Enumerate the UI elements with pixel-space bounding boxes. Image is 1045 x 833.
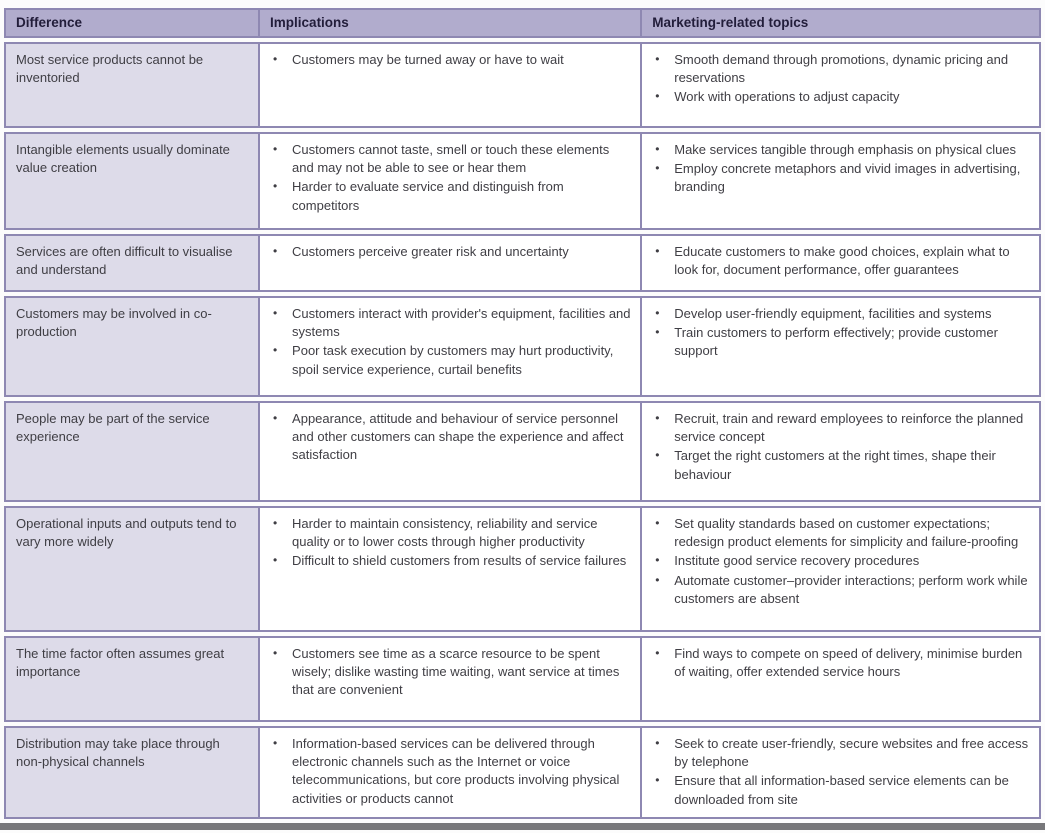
bullet-item: Harder to maintain consistency, reliabil… — [260, 515, 632, 551]
implications-cell: Information-based services can be delive… — [258, 728, 640, 817]
bottom-rule — [0, 822, 1045, 830]
bullet-item: Set quality standards based on customer … — [642, 515, 1031, 551]
topics-list: Recruit, train and reward employees to r… — [642, 403, 1039, 492]
bullet-item: Educate customers to make good choices, … — [642, 243, 1031, 279]
bullet-item: Customers cannot taste, smell or touch t… — [260, 141, 632, 177]
topics-cell: Find ways to compete on speed of deliver… — [640, 638, 1039, 720]
table-row: Intangible elements usually dominate val… — [4, 132, 1041, 230]
bullet-item: Employ concrete metaphors and vivid imag… — [642, 160, 1031, 196]
difference-text: The time factor often assumes great impo… — [16, 646, 225, 680]
topics-list: Seek to create user-friendly, secure web… — [642, 728, 1039, 817]
bullet-item: Work with operations to adjust capacity — [642, 88, 1031, 106]
bullet-item: Customers interact with provider's equip… — [260, 305, 632, 341]
difference-text: Intangible elements usually dominate val… — [16, 142, 230, 176]
bullet-item: Target the right customers at the right … — [642, 447, 1031, 483]
table-row: Distribution may take place through non-… — [4, 726, 1041, 819]
header-cell-implications: Implications — [258, 10, 641, 36]
difference-cell: Most service products cannot be inventor… — [6, 44, 259, 126]
bullet-item: Automate customer–provider interactions;… — [642, 572, 1031, 608]
header-cell-difference: Difference — [6, 10, 259, 36]
implications-cell: Appearance, attitude and behaviour of se… — [258, 403, 640, 500]
bullet-item: Find ways to compete on speed of deliver… — [642, 645, 1031, 681]
bullet-item: Seek to create user-friendly, secure web… — [642, 735, 1031, 771]
bullet-item: Ensure that all information-based servic… — [642, 772, 1031, 808]
difference-cell: Distribution may take place through non-… — [6, 728, 259, 817]
difference-text: People may be part of the service experi… — [16, 411, 210, 445]
bullet-item: Customers may be turned away or have to … — [260, 51, 632, 69]
difference-cell: Intangible elements usually dominate val… — [6, 134, 259, 228]
bullet-item: Difficult to shield customers from resul… — [260, 552, 632, 570]
topics-list: Set quality standards based on customer … — [642, 508, 1039, 616]
difference-cell: People may be part of the service experi… — [6, 403, 259, 500]
topics-cell: Educate customers to make good choices, … — [640, 236, 1039, 290]
table-header-row: Difference Implications Marketing-relate… — [4, 8, 1041, 38]
topics-list: Smooth demand through promotions, dynami… — [642, 44, 1039, 115]
table-row: The time factor often assumes great impo… — [4, 636, 1041, 722]
implications-cell: Harder to maintain consistency, reliabil… — [258, 508, 640, 630]
topics-list: Make services tangible through emphasis … — [642, 134, 1039, 205]
bullet-item: Information-based services can be delive… — [260, 735, 632, 808]
implications-list: Appearance, attitude and behaviour of se… — [260, 403, 640, 473]
difference-cell: Services are often difficult to visualis… — [6, 236, 259, 290]
difference-cell: The time factor often assumes great impo… — [6, 638, 259, 720]
difference-text: Customers may be involved in co-producti… — [16, 306, 212, 340]
difference-text: Services are often difficult to visualis… — [16, 244, 233, 278]
difference-cell: Customers may be involved in co-producti… — [6, 298, 259, 395]
implications-cell: Customers interact with provider's equip… — [258, 298, 640, 395]
implications-list: Harder to maintain consistency, reliabil… — [260, 508, 640, 579]
bullet-item: Harder to evaluate service and distingui… — [260, 178, 632, 214]
topics-list: Educate customers to make good choices, … — [642, 236, 1039, 287]
implications-list: Customers interact with provider's equip… — [260, 298, 640, 387]
topics-cell: Set quality standards based on customer … — [640, 508, 1039, 630]
topics-cell: Recruit, train and reward employees to r… — [640, 403, 1039, 500]
table-body: Most service products cannot be inventor… — [4, 42, 1041, 819]
topics-cell: Smooth demand through promotions, dynami… — [640, 44, 1039, 126]
difference-text: Most service products cannot be inventor… — [16, 52, 204, 86]
implications-list: Customers see time as a scarce resource … — [260, 638, 640, 708]
implications-list: Customers cannot taste, smell or touch t… — [260, 134, 640, 223]
implications-list: Information-based services can be delive… — [260, 728, 640, 816]
table-row: Services are often difficult to visualis… — [4, 234, 1041, 292]
topics-cell: Seek to create user-friendly, secure web… — [640, 728, 1039, 817]
table-row: Customers may be involved in co-producti… — [4, 296, 1041, 397]
topics-cell: Make services tangible through emphasis … — [640, 134, 1039, 228]
table-row: People may be part of the service experi… — [4, 401, 1041, 502]
table-row: Most service products cannot be inventor… — [4, 42, 1041, 128]
bullet-item: Customers see time as a scarce resource … — [260, 645, 632, 700]
bullet-item: Recruit, train and reward employees to r… — [642, 410, 1031, 446]
header-cell-marketing-topics: Marketing-related topics — [640, 10, 1039, 36]
implications-cell: Customers see time as a scarce resource … — [258, 638, 640, 720]
implications-list: Customers perceive greater risk and unce… — [260, 236, 640, 269]
difference-cell: Operational inputs and outputs tend to v… — [6, 508, 259, 630]
implications-cell: Customers perceive greater risk and unce… — [258, 236, 640, 290]
topics-cell: Develop user-friendly equipment, facilit… — [640, 298, 1039, 395]
topics-list: Find ways to compete on speed of deliver… — [642, 638, 1039, 689]
topics-list: Develop user-friendly equipment, facilit… — [642, 298, 1039, 369]
bullet-item: Institute good service recovery procedur… — [642, 552, 1031, 570]
bullet-item: Smooth demand through promotions, dynami… — [642, 51, 1031, 87]
implications-cell: Customers cannot taste, smell or touch t… — [258, 134, 640, 228]
bullet-item: Make services tangible through emphasis … — [642, 141, 1031, 159]
difference-text: Distribution may take place through non-… — [16, 736, 220, 770]
bullet-item: Appearance, attitude and behaviour of se… — [260, 410, 632, 465]
implications-list: Customers may be turned away or have to … — [260, 44, 640, 77]
table-row: Operational inputs and outputs tend to v… — [4, 506, 1041, 632]
bullet-item: Poor task execution by customers may hur… — [260, 342, 632, 378]
implications-cell: Customers may be turned away or have to … — [258, 44, 640, 126]
services-differences-table: Difference Implications Marketing-relate… — [4, 8, 1041, 819]
bullet-item: Customers perceive greater risk and unce… — [260, 243, 632, 261]
bullet-item: Develop user-friendly equipment, facilit… — [642, 305, 1031, 323]
difference-text: Operational inputs and outputs tend to v… — [16, 516, 237, 550]
bullet-item: Train customers to perform effectively; … — [642, 324, 1031, 360]
